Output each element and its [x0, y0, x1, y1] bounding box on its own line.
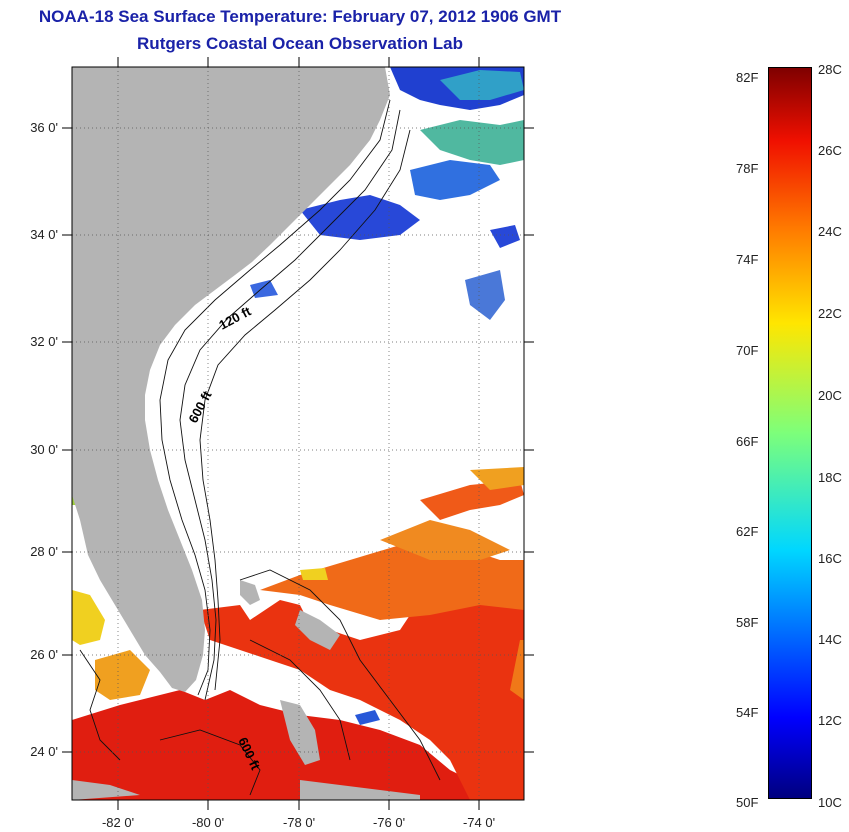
colorbar-label-f: 58F — [736, 615, 759, 630]
colorbar-label-f: 66F — [736, 434, 759, 449]
colorbar-label-f: 74F — [736, 252, 759, 267]
colorbar-label-c: 26C — [818, 143, 842, 158]
colorbar-label-c: 14C — [818, 632, 842, 647]
colorbar-label-c: 16C — [818, 551, 842, 566]
lat-label: 34 0' — [30, 227, 58, 242]
colorbar-label-f: 78F — [736, 161, 759, 176]
colorbar-label-f: 62F — [736, 524, 759, 539]
colorbar-label-f: 82F — [736, 70, 759, 85]
land — [72, 67, 420, 800]
colorbar-label-c: 10C — [818, 795, 842, 810]
sst-data-north — [250, 67, 524, 320]
colorbar-label-c: 22C — [818, 306, 842, 321]
lon-label: -82 0' — [101, 815, 135, 830]
lon-label: -74 0' — [462, 815, 496, 830]
map-grid — [72, 67, 524, 800]
lat-label: 26 0' — [30, 647, 58, 662]
colorbar-label-f: 70F — [736, 343, 759, 358]
colorbar-gradient — [769, 68, 811, 798]
lat-label: 24 0' — [30, 744, 58, 759]
map-title: NOAA-18 Sea Surface Temperature: Februar… — [38, 7, 562, 26]
colorbar-label-c: 18C — [818, 470, 842, 485]
colorbar-label-f: 50F — [736, 795, 759, 810]
lon-label: -78 0' — [282, 815, 316, 830]
colorbar-label-f: 54F — [736, 705, 759, 720]
map-subtitle: Rutgers Coastal Ocean Observation Lab — [137, 34, 463, 53]
lat-label: 36 0' — [30, 120, 58, 135]
bathymetry-contours — [79, 99, 441, 796]
map-frame — [71, 66, 525, 801]
lon-label: -80 0' — [191, 815, 225, 830]
colorbar-label-c: 12C — [818, 713, 842, 728]
lat-label: 32 0' — [30, 334, 58, 349]
lat-label: 30 0' — [30, 442, 58, 457]
colorbar-label-c: 28C — [818, 62, 842, 77]
temperature-colorbar — [768, 67, 812, 799]
lon-label: -76 0' — [372, 815, 406, 830]
colorbar-label-c: 20C — [818, 388, 842, 403]
colorbar-label-c: 24C — [818, 224, 842, 239]
map-ticks — [62, 57, 534, 810]
lat-label: 28 0' — [30, 544, 58, 559]
